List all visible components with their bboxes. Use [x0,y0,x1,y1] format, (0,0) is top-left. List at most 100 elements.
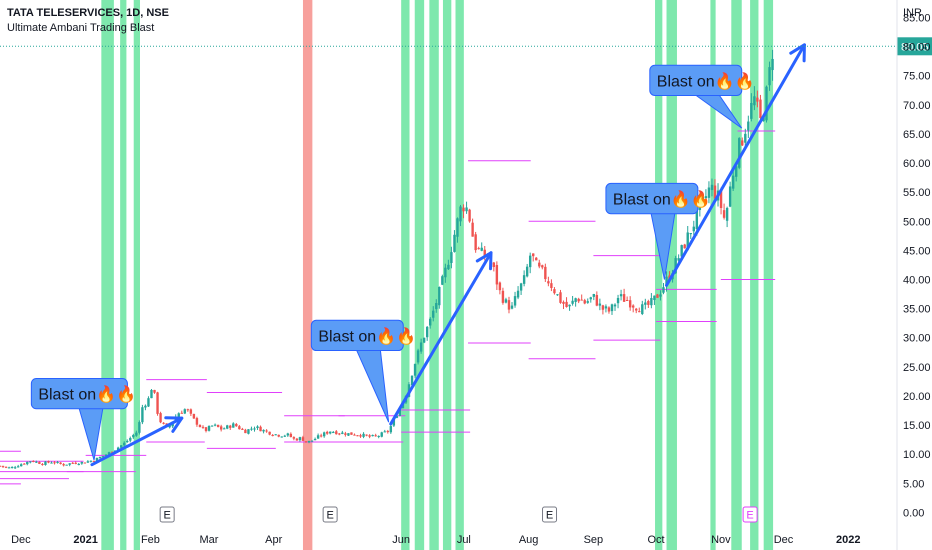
candle-body [353,434,356,436]
earnings-label: E [746,510,753,522]
candle-body [692,226,695,232]
trend-arrow-head [164,416,184,433]
callout-pointer [355,349,390,423]
candle-body [380,432,383,437]
blast-callouts: Blast on🔥🔥 Blast on🔥🔥 Blast on🔥🔥 Blast on🔥🔥 [30,64,754,461]
candle-body [101,456,105,458]
candle-body [38,462,41,464]
indicator-name[interactable]: Ultimate Ambani Trading Blast [7,22,155,34]
last-price-tag [897,37,932,56]
candle-body [241,428,244,430]
candle-body [265,430,268,432]
candle-body [583,300,586,304]
candle-body [447,264,450,270]
earnings-label: E [163,510,170,522]
candle-body [0,465,2,467]
candle-body [719,190,723,209]
symbol-title[interactable]: TATA TELESERVICES, 1D, NSE [7,7,169,19]
price-tick-label: 0.00 [903,507,924,519]
candle-body [598,303,602,306]
candle-body [301,437,305,441]
chart-legend: TATA TELESERVICES, 1D, NSE Ultimate Amba… [7,6,169,36]
candle-body [186,409,190,411]
candle-body [104,454,108,456]
candle-body [20,464,23,467]
candle-body [335,431,338,435]
last-price-value: 80.05 [901,41,929,53]
candle-body [329,431,332,434]
candle-body [162,422,165,424]
candle-body [86,461,90,463]
trend-arrow-line [389,251,493,426]
candle-body [250,428,253,430]
candle-body [283,435,286,437]
candle-body [116,447,120,451]
green-signal-band [455,0,464,550]
candle-body [456,218,459,237]
price-tick-label: 70.00 [903,100,931,112]
candle-body [425,326,429,338]
candle-body [50,462,53,464]
candle-body [607,307,611,312]
candle-body [416,350,420,363]
candle-body [707,187,711,198]
candle-body [713,185,717,199]
candle-body [435,303,438,310]
candle-body [226,425,229,429]
currency-label: INR [903,7,922,19]
candle-body [198,424,202,428]
candle-body [356,435,359,437]
candle-body [565,301,568,308]
candle-body [389,426,393,433]
price-axis[interactable]: 85.00 80.00 75.00 70.00 65.00 60.00 55.00 50.00… [896,0,931,550]
candle-body [153,389,156,393]
candle-body [547,281,550,284]
earnings-marker: E [742,506,758,523]
green-signal-band [401,0,410,550]
candle-body [665,276,668,287]
green-signal-band [120,0,127,550]
time-axis[interactable]: Dec 2021 Feb Mar Apr Jun Jul Aug Sep Oct Nov Dec 202… [11,534,860,546]
candle-body [119,445,123,448]
candle-body [625,299,629,301]
price-tick-label: 45.00 [903,245,931,257]
candle-body [747,121,750,131]
candle-body [238,426,241,430]
green-signal-band [133,0,140,550]
candle-body [207,425,211,431]
candle-body [535,257,538,261]
candle-body [641,304,644,315]
candle-body [429,318,432,326]
earnings-badge [742,506,758,523]
candle-body [23,463,26,465]
green-signal-band [763,0,774,550]
time-tick-label: Feb [141,534,160,546]
candle-body [653,295,656,301]
time-tick-label: Mar [199,534,218,546]
price-tick-label: 50.00 [903,216,931,228]
green-signal-band [655,0,663,550]
time-tick-label: Jun [392,534,410,546]
candle-body [59,462,62,464]
candle-body [68,463,71,465]
candle-body [662,287,665,293]
candle-body [92,460,96,462]
candle-body [298,437,302,441]
candle-body [568,304,571,307]
blast-callout: Blast on🔥🔥 [310,319,416,423]
candle-body [201,426,205,428]
candle-body [680,245,683,257]
time-tick-label: 2022 [836,534,860,546]
candle-body [392,418,396,426]
candle-body [483,249,486,257]
candle-body [47,461,50,463]
callout-box [310,319,404,352]
candle-body [753,96,756,106]
candle-body [562,301,565,304]
candle-body [538,262,541,267]
candle-body [465,207,468,212]
candle-body [689,233,692,235]
candle-body [129,438,132,441]
callout-box [30,378,128,410]
